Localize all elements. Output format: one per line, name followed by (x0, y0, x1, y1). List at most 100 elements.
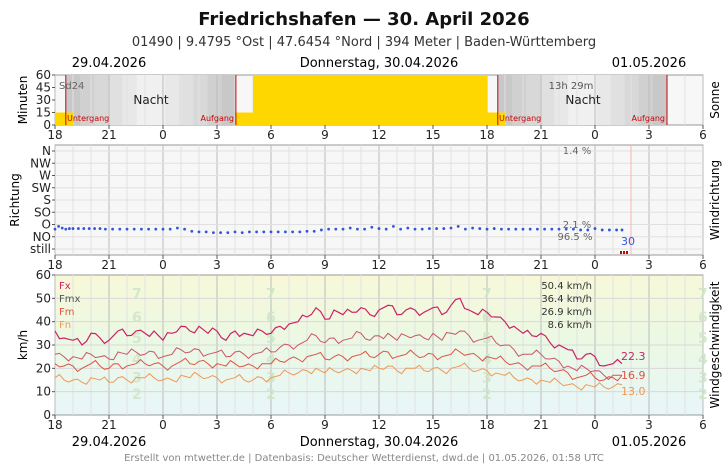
x-tick-label: 18 (479, 418, 494, 432)
x-tick-label: 21 (101, 128, 116, 142)
percent-no-label: 2.1 % (563, 220, 592, 231)
direction-point (305, 229, 309, 233)
direction-point (190, 229, 194, 233)
calm-marker (626, 251, 628, 254)
direction-point (161, 227, 165, 231)
calm-marker (620, 251, 622, 254)
day-length-label: 13h 29m (549, 81, 594, 92)
direction-point (384, 227, 388, 231)
direction-point (485, 227, 489, 231)
direction-point (226, 231, 230, 235)
direction-point (464, 227, 467, 231)
direction-point (64, 227, 68, 231)
wind-direction-panel: 1.4 % 2.1 % 96.5 % 30 NNWWSWSSOONOstill … (8, 144, 722, 272)
direction-point (615, 228, 618, 232)
legend-fmx: Fmx (59, 294, 80, 305)
night-band (568, 75, 597, 125)
direction-point (356, 227, 359, 231)
sunset-label-2: Untergang (499, 114, 541, 123)
direction-point (500, 227, 503, 231)
beaufort-label: 5 (266, 331, 276, 347)
direction-point (572, 227, 575, 231)
x-tick-label: 3 (645, 258, 653, 272)
beaufort-label: 7 (132, 287, 142, 303)
direction-point (284, 230, 287, 234)
direction-point (154, 227, 158, 231)
direction-point (183, 227, 187, 231)
x-tick-label: 0 (591, 418, 599, 432)
fmx-max-value: 36.4 km/h (541, 294, 592, 305)
x-tick-label: 6 (267, 418, 275, 432)
y-tick-label: 50 (36, 291, 51, 305)
direction-point (77, 227, 80, 230)
night-label: Nacht (133, 93, 169, 107)
night-shading (65, 75, 667, 125)
direction-point (71, 227, 75, 230)
beaufort-label: 6 (266, 310, 276, 326)
wind-side-label: Windgeschwindigkeit (708, 281, 722, 408)
direction-point (276, 230, 280, 234)
date-left-top: 29.04.2026 (72, 56, 146, 71)
x-tick-label: 9 (321, 128, 329, 142)
direction-x-ticks: 18 21 0 3 6 9 12 15 18 21 0 3 6 (47, 255, 707, 272)
x-tick-label: 6 (267, 258, 275, 272)
direction-point (348, 226, 352, 230)
x-tick-label: 21 (533, 418, 548, 432)
date-center-top: Donnerstag, 30.04.2026 (300, 56, 459, 71)
x-tick-label: 21 (101, 418, 116, 432)
y-tick-label: S (43, 193, 51, 207)
direction-point (57, 225, 60, 228)
y-tick-label: 45 (36, 81, 51, 95)
wind-grid (54, 275, 704, 415)
direction-point (586, 228, 590, 232)
sun-event-lines (65, 75, 668, 125)
direction-point (521, 227, 525, 231)
percent-n-label: 1.4 % (563, 146, 592, 157)
sunshine-bar (235, 112, 253, 125)
sun-side-label: Sonne (708, 81, 722, 119)
x-tick-label: 15 (425, 128, 440, 142)
x-tick-label: 15 (425, 418, 440, 432)
direction-point (291, 230, 294, 234)
direction-side-label: Windrichtung (708, 160, 722, 240)
sunshine-bar (253, 75, 487, 125)
beaufort-label: 3 (266, 371, 276, 387)
x-tick-label: 0 (159, 258, 167, 272)
direction-point (399, 227, 402, 231)
legend-fm: Fm (59, 307, 75, 318)
beaufort-label: 6 (482, 310, 492, 326)
y-tick-label: 60 (36, 268, 51, 282)
night-label-2: Nacht (565, 93, 601, 107)
beaufort-label: 2 (482, 387, 492, 403)
direction-point (197, 230, 201, 234)
x-tick-label: 21 (101, 258, 116, 272)
direction-point (98, 227, 102, 230)
percent-still-label: 96.5 % (558, 232, 593, 243)
direction-point (262, 230, 266, 234)
x-tick-label: 0 (591, 258, 599, 272)
direction-point (320, 228, 323, 232)
direction-point (528, 227, 532, 231)
direction-point (87, 227, 91, 230)
direction-point (543, 227, 546, 231)
direction-point (147, 227, 151, 231)
beaufort-label: 5 (482, 331, 492, 347)
sunrise-label: Aufgang (201, 114, 235, 123)
beaufort-label: 4 (132, 352, 142, 368)
sunshine-bar (55, 112, 73, 125)
fn-max-value: 8.6 km/h (548, 320, 592, 331)
direction-point (406, 226, 410, 230)
x-tick-label: 18 (47, 418, 62, 432)
wind-series (54, 297, 623, 391)
y-tick-label: NW (30, 156, 51, 170)
direction-point (298, 230, 302, 234)
direction-point (140, 227, 143, 231)
beaufort-label: 7 (266, 287, 276, 303)
x-tick-label: 21 (533, 258, 548, 272)
y-tick-label: 30 (36, 93, 51, 107)
direction-point (377, 227, 381, 230)
x-tick-label: 3 (213, 418, 221, 432)
sunshine-panel: Nacht Nacht Sd24 13h 29m Untergang Aufga… (16, 68, 722, 142)
